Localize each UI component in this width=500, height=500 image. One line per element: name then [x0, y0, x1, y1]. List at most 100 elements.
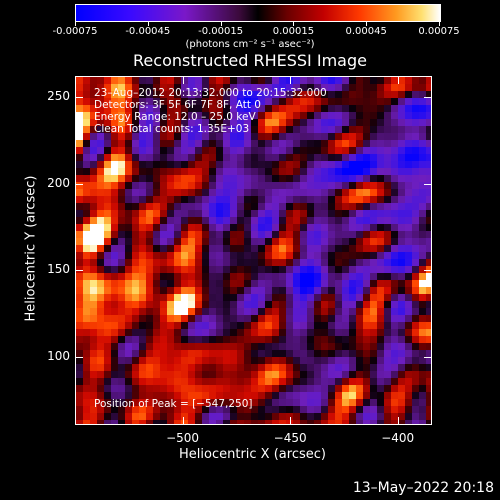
- heatmap-cell: [314, 273, 321, 280]
- heatmap-cell: [90, 112, 97, 119]
- heatmap-cell: [132, 182, 139, 189]
- heatmap-cell: [209, 196, 216, 203]
- heatmap-cell: [230, 350, 237, 357]
- heatmap-cell: [377, 392, 384, 399]
- heatmap-cell: [195, 175, 202, 182]
- annotation-detectors: Detectors: 3F 5F 6F 7F 8F, Att 0: [94, 99, 261, 111]
- colorbar-tick-label: -0.00015: [198, 26, 244, 37]
- heatmap-cell: [293, 406, 300, 413]
- heatmap-cell: [328, 420, 335, 424]
- heatmap-cell: [328, 231, 335, 238]
- heatmap-cell: [391, 343, 398, 350]
- heatmap-cell: [398, 231, 405, 238]
- heatmap-cell: [398, 357, 405, 364]
- heatmap-cell: [412, 399, 419, 406]
- heatmap-cell: [97, 252, 104, 259]
- colorbar-tick-label: 0.00075: [418, 26, 460, 37]
- heatmap-cell: [202, 301, 209, 308]
- heatmap-cell: [412, 189, 419, 196]
- heatmap-cell: [174, 210, 181, 217]
- heatmap-cell: [342, 133, 349, 140]
- heatmap-cell: [83, 392, 90, 399]
- heatmap-cell: [405, 336, 412, 343]
- heatmap-cell: [258, 336, 265, 343]
- heatmap-cell: [419, 98, 426, 105]
- heatmap-cell: [223, 91, 230, 98]
- heatmap-cell: [398, 392, 405, 399]
- heatmap-cell: [377, 77, 384, 84]
- heatmap-cell: [391, 133, 398, 140]
- heatmap-cell: [76, 273, 83, 280]
- heatmap-cell: [83, 399, 90, 406]
- heatmap-cell: [132, 315, 139, 322]
- heatmap-cell: [370, 273, 377, 280]
- heatmap-cell: [125, 420, 132, 424]
- heatmap-cell: [314, 280, 321, 287]
- heatmap-cell: [132, 112, 139, 119]
- heatmap-cell: [153, 217, 160, 224]
- heatmap-cell: [76, 98, 83, 105]
- heatmap-cell: [195, 266, 202, 273]
- heatmap-cell: [405, 392, 412, 399]
- heatmap-cell: [286, 301, 293, 308]
- heatmap-cell: [258, 406, 265, 413]
- heatmap-cell: [405, 105, 412, 112]
- heatmap-cell: [426, 280, 431, 287]
- heatmap-cell: [153, 315, 160, 322]
- heatmap-cell: [146, 126, 153, 133]
- heatmap-cell: [174, 378, 181, 385]
- heatmap-cell: [230, 203, 237, 210]
- heatmap-cell: [405, 196, 412, 203]
- heatmap-cell: [342, 315, 349, 322]
- heatmap-cell: [405, 252, 412, 259]
- heatmap-cell: [181, 168, 188, 175]
- heatmap-cell: [167, 210, 174, 217]
- heatmap-cell: [209, 287, 216, 294]
- heatmap-cell: [279, 273, 286, 280]
- heatmap-cell: [363, 385, 370, 392]
- heatmap-cell: [370, 182, 377, 189]
- heatmap-cell: [328, 252, 335, 259]
- heatmap-cell: [181, 147, 188, 154]
- heatmap-cell: [188, 168, 195, 175]
- heatmap-cell: [139, 294, 146, 301]
- heatmap-cell: [314, 147, 321, 154]
- heatmap-cell: [314, 84, 321, 91]
- heatmap-cell: [223, 273, 230, 280]
- heatmap-cell: [195, 168, 202, 175]
- heatmap-cell: [370, 259, 377, 266]
- heatmap-cell: [251, 364, 258, 371]
- heatmap-cell: [111, 154, 118, 161]
- heatmap-cell: [349, 77, 356, 84]
- heatmap-cell: [146, 161, 153, 168]
- heatmap-cell: [216, 322, 223, 329]
- heatmap-cell: [356, 147, 363, 154]
- heatmap-cell: [97, 77, 104, 84]
- heatmap-cell: [342, 252, 349, 259]
- heatmap-cell: [328, 301, 335, 308]
- heatmap-cell: [160, 392, 167, 399]
- heatmap-cell: [370, 98, 377, 105]
- heatmap-cell: [167, 84, 174, 91]
- heatmap-cell: [307, 98, 314, 105]
- heatmap-cell: [342, 399, 349, 406]
- x-tick: [397, 77, 399, 84]
- heatmap-cell: [398, 364, 405, 371]
- heatmap-cell: [363, 399, 370, 406]
- y-tick: [424, 270, 431, 272]
- heatmap-cell: [244, 350, 251, 357]
- heatmap-cell: [370, 203, 377, 210]
- heatmap-cell: [167, 112, 174, 119]
- heatmap-cell: [146, 378, 153, 385]
- heatmap-cell: [349, 182, 356, 189]
- heatmap-cell: [370, 238, 377, 245]
- heatmap-cell: [216, 336, 223, 343]
- heatmap-cell: [279, 252, 286, 259]
- heatmap-cell: [83, 112, 90, 119]
- heatmap-cell: [328, 168, 335, 175]
- heatmap-cell: [356, 350, 363, 357]
- heatmap-cell: [125, 140, 132, 147]
- heatmap-cell: [146, 252, 153, 259]
- heatmap-cell: [132, 273, 139, 280]
- heatmap-cell: [335, 385, 342, 392]
